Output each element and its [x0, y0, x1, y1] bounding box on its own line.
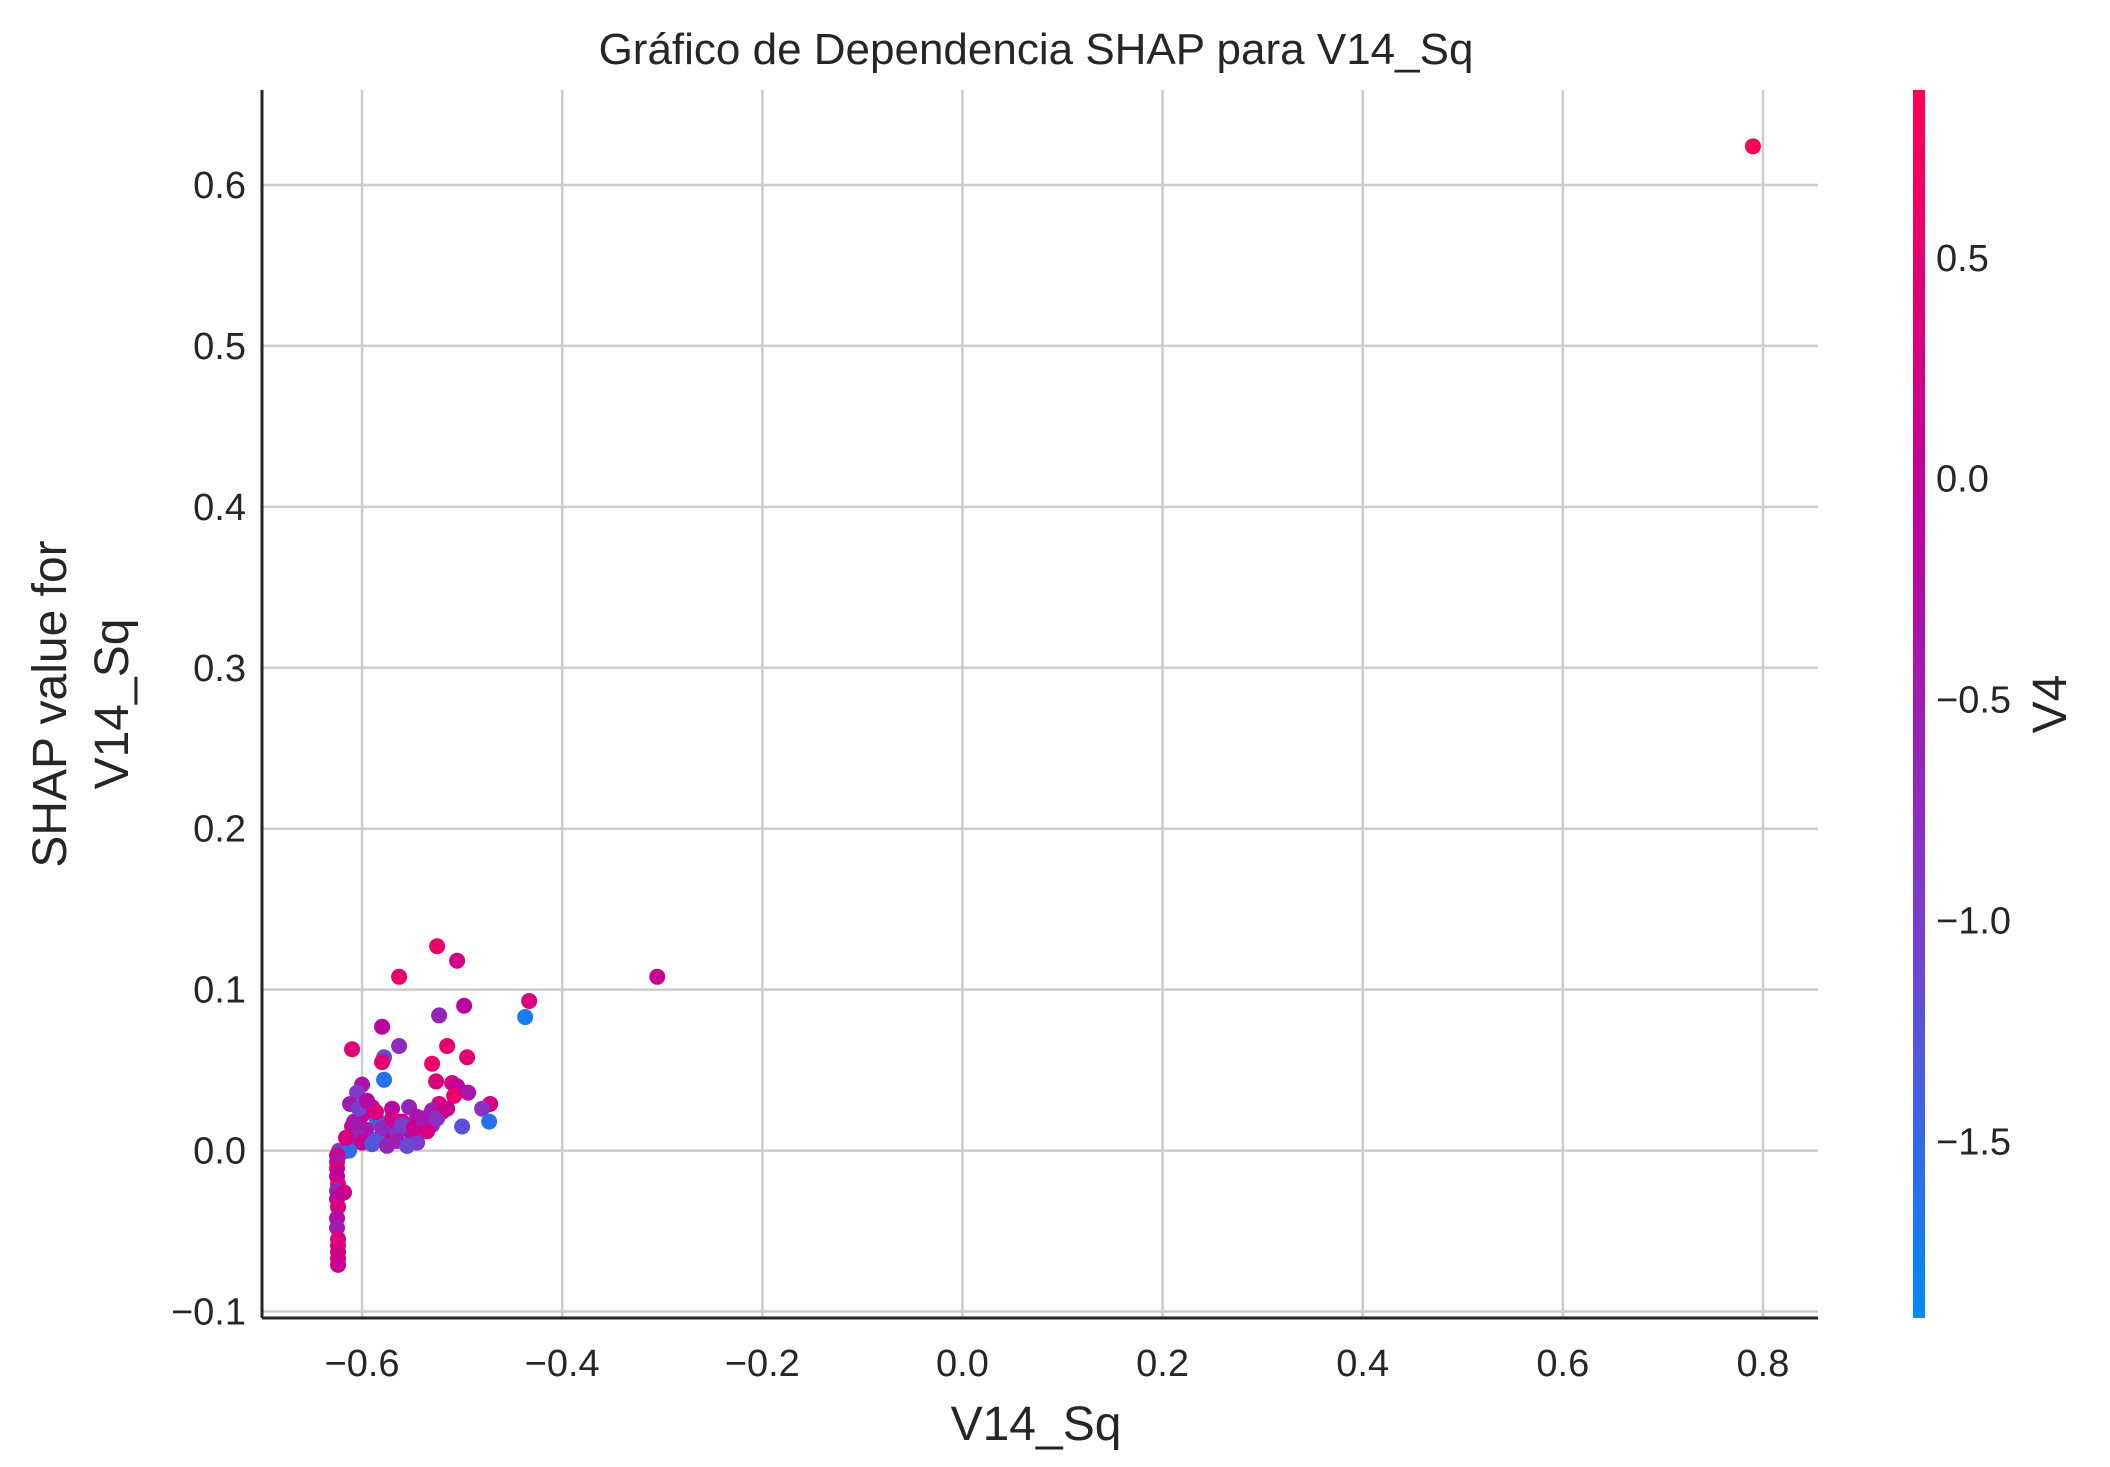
y-axis-label-line-2: V14_Sq — [86, 619, 139, 790]
colorbar-tick-label: 0.5 — [1936, 238, 1989, 280]
y-tick-label: 0.4 — [193, 487, 246, 529]
y-tick-label: −0.1 — [171, 1292, 246, 1334]
colorbar — [1913, 90, 1925, 1318]
data-point — [456, 997, 473, 1014]
y-tick-labels: −0.1 0.0 0.1 0.2 0.3 0.4 0.5 0.6 — [171, 165, 246, 1334]
data-point — [374, 1018, 391, 1035]
data-point — [649, 968, 666, 985]
data-point — [439, 1038, 456, 1055]
data-point — [429, 938, 446, 955]
data-point — [364, 1136, 381, 1153]
data-point — [359, 1092, 376, 1109]
x-axis-label: V14_Sq — [951, 1398, 1122, 1451]
data-point — [517, 1009, 534, 1026]
data-point — [428, 1073, 445, 1090]
x-tick-label: 0.4 — [1336, 1343, 1389, 1385]
colorbar-tick-label: −0.5 — [1936, 680, 2011, 722]
colorbar-tick-labels: 0.5 0.0 −0.5 −1.0 −1.5 — [1936, 238, 2011, 1163]
data-point — [446, 1087, 463, 1104]
y-tick-label: 0.5 — [193, 326, 246, 368]
data-point — [374, 1054, 391, 1071]
chart-title: Gráfico de Dependencia SHAP para V14_Sq — [599, 25, 1474, 74]
y-tick-label: 0.3 — [193, 648, 246, 690]
data-point — [379, 1137, 396, 1154]
colorbar-tick-label: −1.5 — [1936, 1121, 2011, 1163]
data-point — [391, 968, 408, 985]
y-tick-label: 0.0 — [193, 1131, 246, 1173]
x-tick-labels: −0.6 −0.4 −0.2 0.0 0.2 0.4 0.6 0.8 — [325, 1343, 1790, 1385]
data-point — [449, 952, 466, 969]
data-point — [1744, 138, 1761, 155]
data-point — [439, 1100, 456, 1117]
y-axis-label-line-1: SHAP value for — [24, 540, 77, 867]
x-tick-label: 0.2 — [1136, 1343, 1189, 1385]
colorbar-tick-label: −1.0 — [1936, 900, 2011, 942]
data-point — [394, 1116, 411, 1133]
data-point — [341, 1142, 358, 1159]
data-point — [374, 1120, 391, 1137]
grid-lines — [262, 90, 1818, 1318]
x-tick-label: −0.4 — [525, 1343, 600, 1385]
y-tick-label: 0.1 — [193, 970, 246, 1012]
data-point — [429, 1110, 446, 1127]
x-tick-label: 0.8 — [1737, 1343, 1790, 1385]
data-point — [391, 1038, 408, 1055]
x-tick-label: −0.2 — [725, 1343, 800, 1385]
colorbar-tick-label: 0.0 — [1936, 459, 1989, 501]
data-point — [368, 1103, 385, 1120]
data-point — [338, 1129, 355, 1146]
y-tick-label: 0.6 — [193, 165, 246, 207]
data-point — [521, 992, 538, 1009]
data-point — [399, 1137, 416, 1154]
data-point — [481, 1113, 498, 1130]
data-point — [346, 1113, 363, 1130]
data-point — [460, 1084, 477, 1101]
x-tick-label: 0.0 — [936, 1343, 989, 1385]
data-point — [459, 1049, 476, 1066]
data-point — [424, 1055, 441, 1072]
data-point — [376, 1071, 393, 1088]
y-axis-label: SHAP value for V14_Sq — [24, 540, 139, 867]
y-tick-label: 0.2 — [193, 809, 246, 851]
data-points — [329, 138, 1761, 1273]
data-point — [414, 1110, 431, 1127]
data-point — [419, 1123, 436, 1140]
data-point — [330, 1256, 347, 1273]
data-point — [431, 1007, 448, 1024]
x-tick-label: 0.6 — [1536, 1343, 1589, 1385]
data-point — [344, 1041, 361, 1058]
x-tick-label: −0.6 — [325, 1343, 400, 1385]
colorbar-label: V4 — [2024, 675, 2077, 734]
data-point — [454, 1118, 471, 1135]
data-point — [474, 1100, 491, 1117]
